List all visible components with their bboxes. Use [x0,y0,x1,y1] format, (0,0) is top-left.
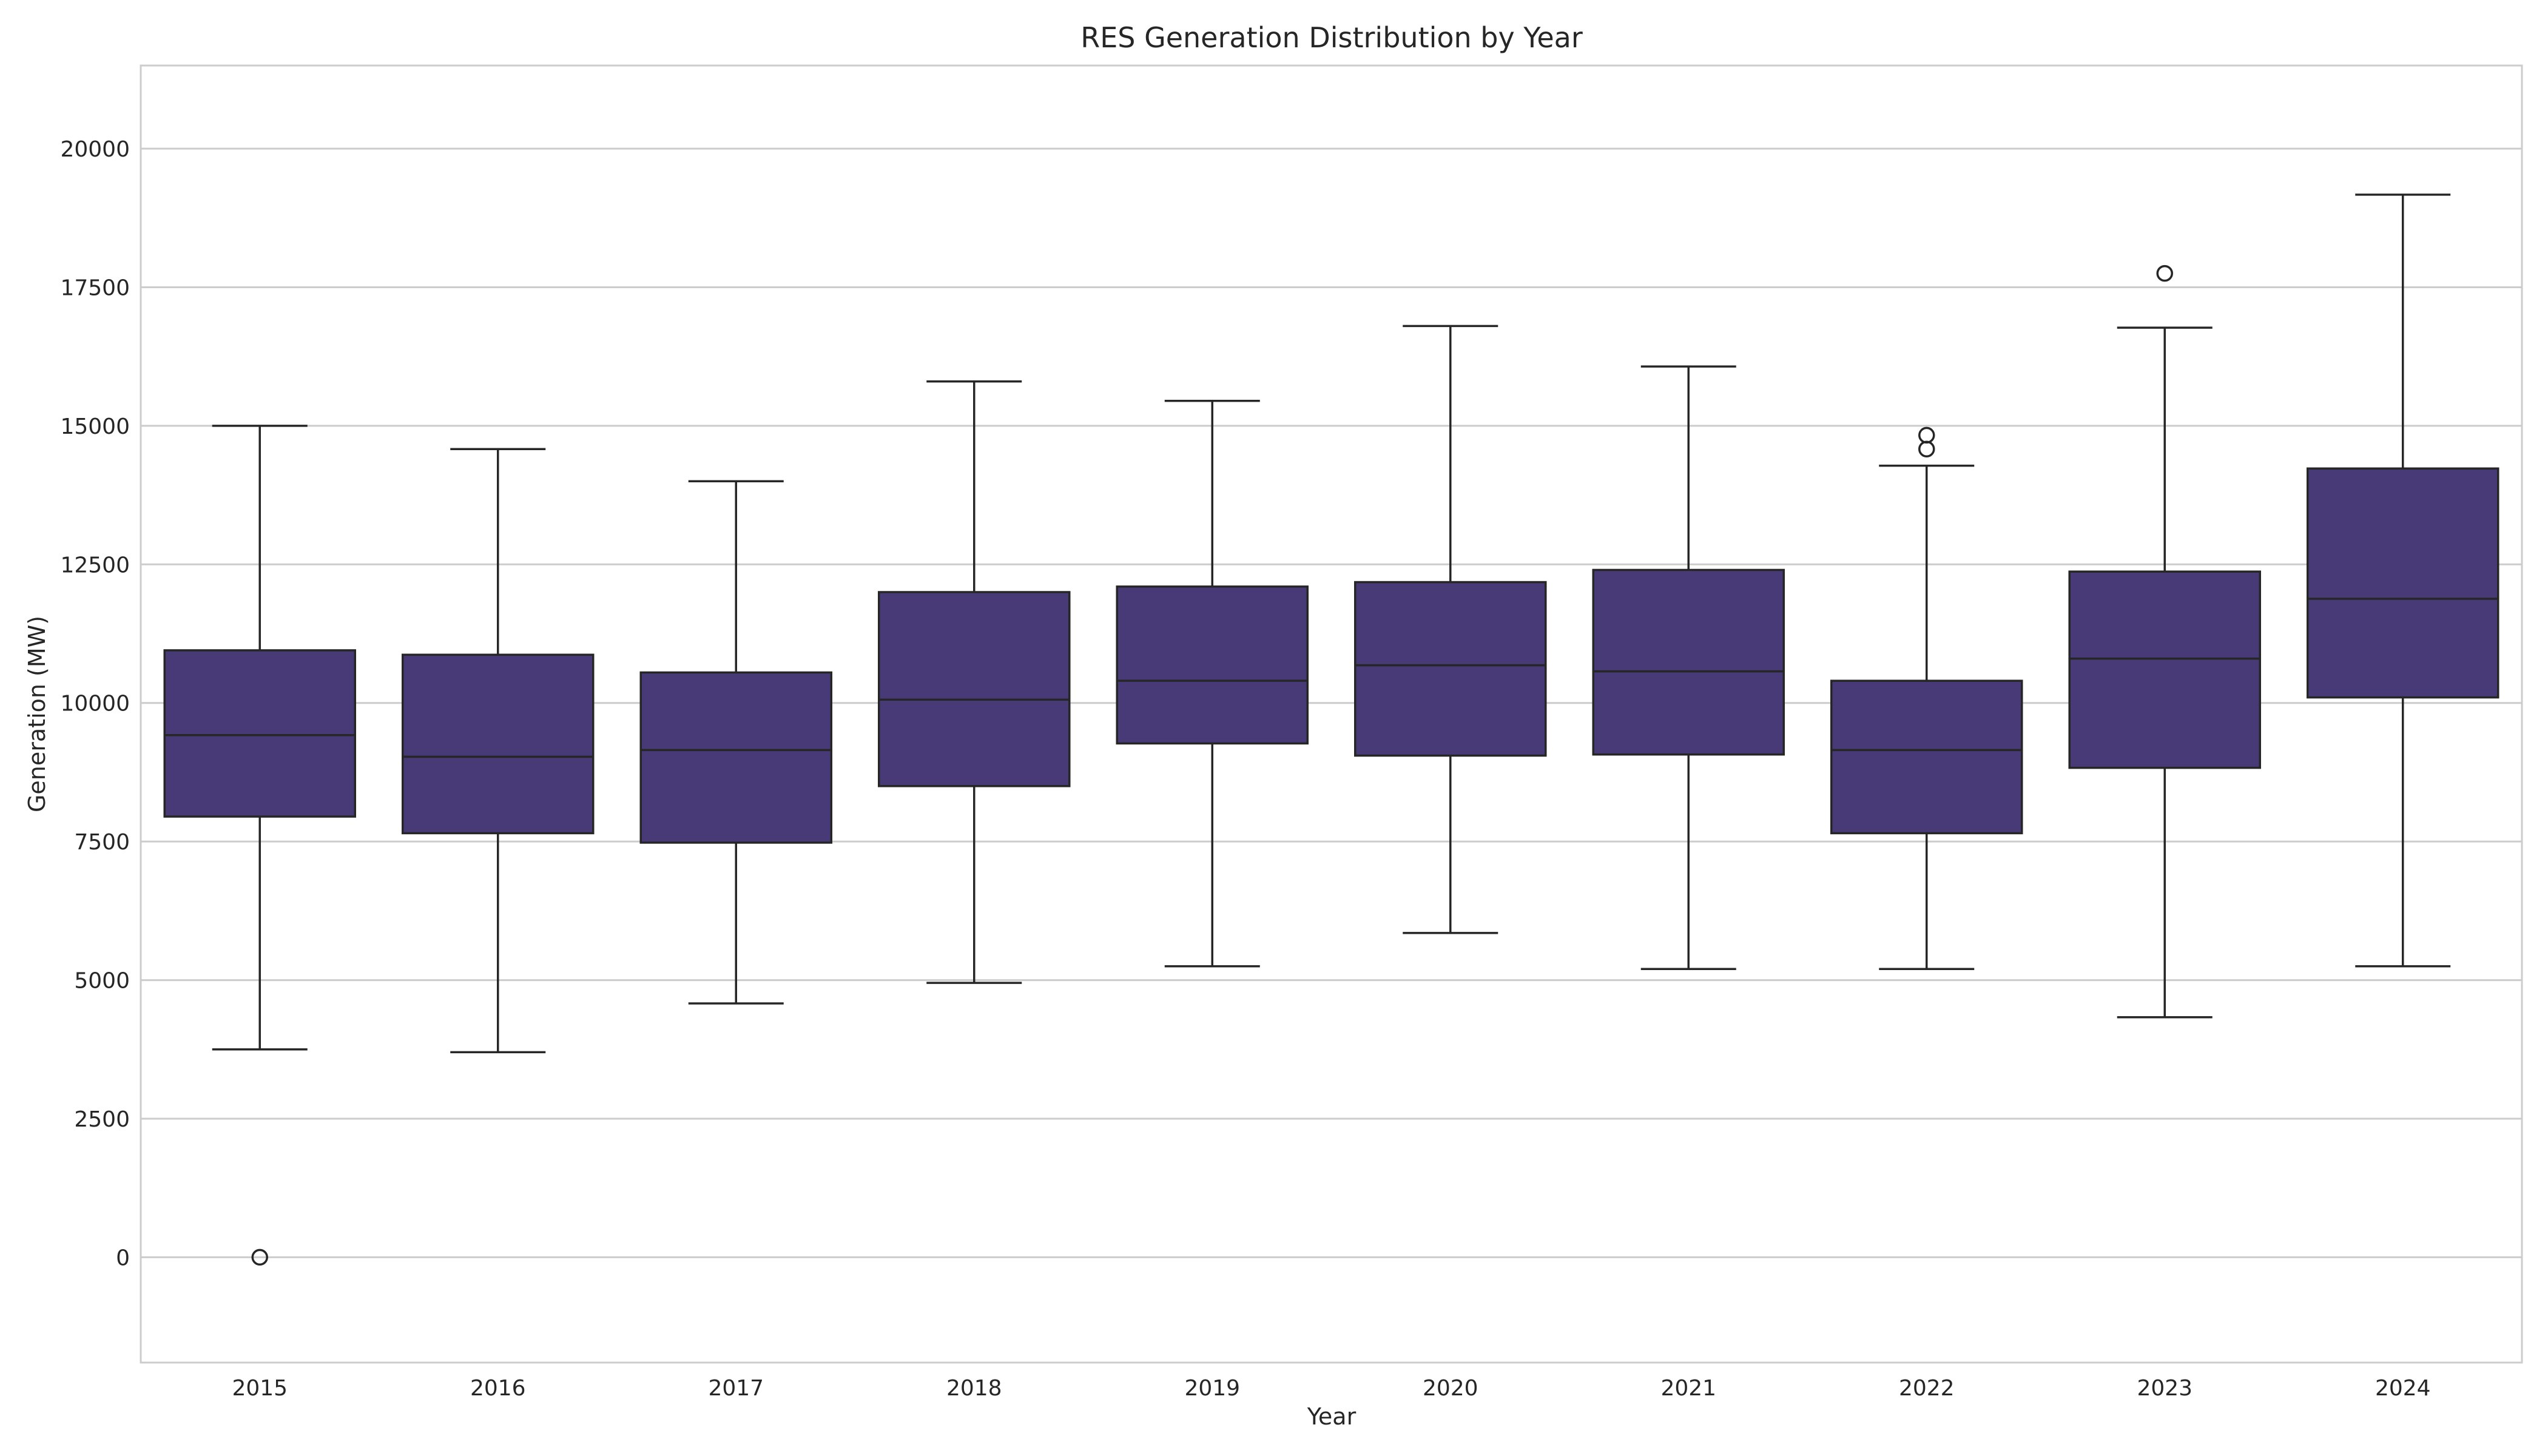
iqr-box [163,649,356,818]
box-group [1592,365,1785,971]
box-group [1830,426,2023,971]
iqr-box [878,591,1071,787]
grid-lines [141,147,2522,1258]
y-tick-label: 0 [116,1245,130,1270]
y-tick-label: 20000 [60,137,130,162]
box-group [2068,265,2261,1019]
plot-frame [140,64,2523,1364]
y-tick-label: 5000 [74,969,130,994]
x-tick-label: 2020 [1423,1376,1478,1401]
box-group [2307,194,2499,968]
box-series [163,194,2499,1266]
iqr-box [1354,581,1547,757]
iqr-box [639,671,832,844]
box-group [639,480,832,1005]
x-tick-label: 2022 [1899,1376,1955,1401]
x-tick-label: 2019 [1184,1376,1240,1401]
iqr-box [1592,568,1785,756]
iqr-box [1830,679,2023,835]
outlier-point [2156,265,2173,282]
y-axis: 0 2500 5000 7500 10000 12500 15000 17500 20000 [60,137,130,1270]
y-tick-label: 10000 [60,692,130,716]
iqr-box [1116,585,1309,745]
x-tick-label: 2017 [708,1376,764,1401]
box-group [878,380,1071,984]
outlier-point [1918,426,1935,444]
outlier-point [251,1249,268,1266]
x-tick-label: 2023 [2137,1376,2192,1401]
iqr-box [2068,570,2261,769]
box-group [1116,400,1309,968]
iqr-box [402,653,595,835]
x-tick-label: 2018 [946,1376,1002,1401]
y-axis-label: Generation (MW) [24,616,50,812]
y-tick-label: 2500 [74,1107,130,1132]
x-tick-label: 2016 [470,1376,526,1401]
x-axis-label: Year [1307,1403,1357,1430]
x-tick-label: 2021 [1660,1376,1716,1401]
x-tick-label: 2015 [232,1376,288,1401]
y-tick-label: 7500 [74,830,130,855]
y-tick-label: 12500 [60,553,130,578]
box-group [402,448,595,1054]
x-tick-label: 2024 [2375,1376,2431,1401]
box-group [163,425,356,1266]
x-axis: 2015 2016 2017 2018 2019 2020 2021 2022 2023 2024 [232,1376,2430,1401]
iqr-box [2307,467,2499,699]
chart-title: RES Generation Distribution by Year [1080,21,1583,54]
y-tick-label: 15000 [60,414,130,439]
box-group [1354,325,1547,934]
y-tick-label: 17500 [60,275,130,300]
